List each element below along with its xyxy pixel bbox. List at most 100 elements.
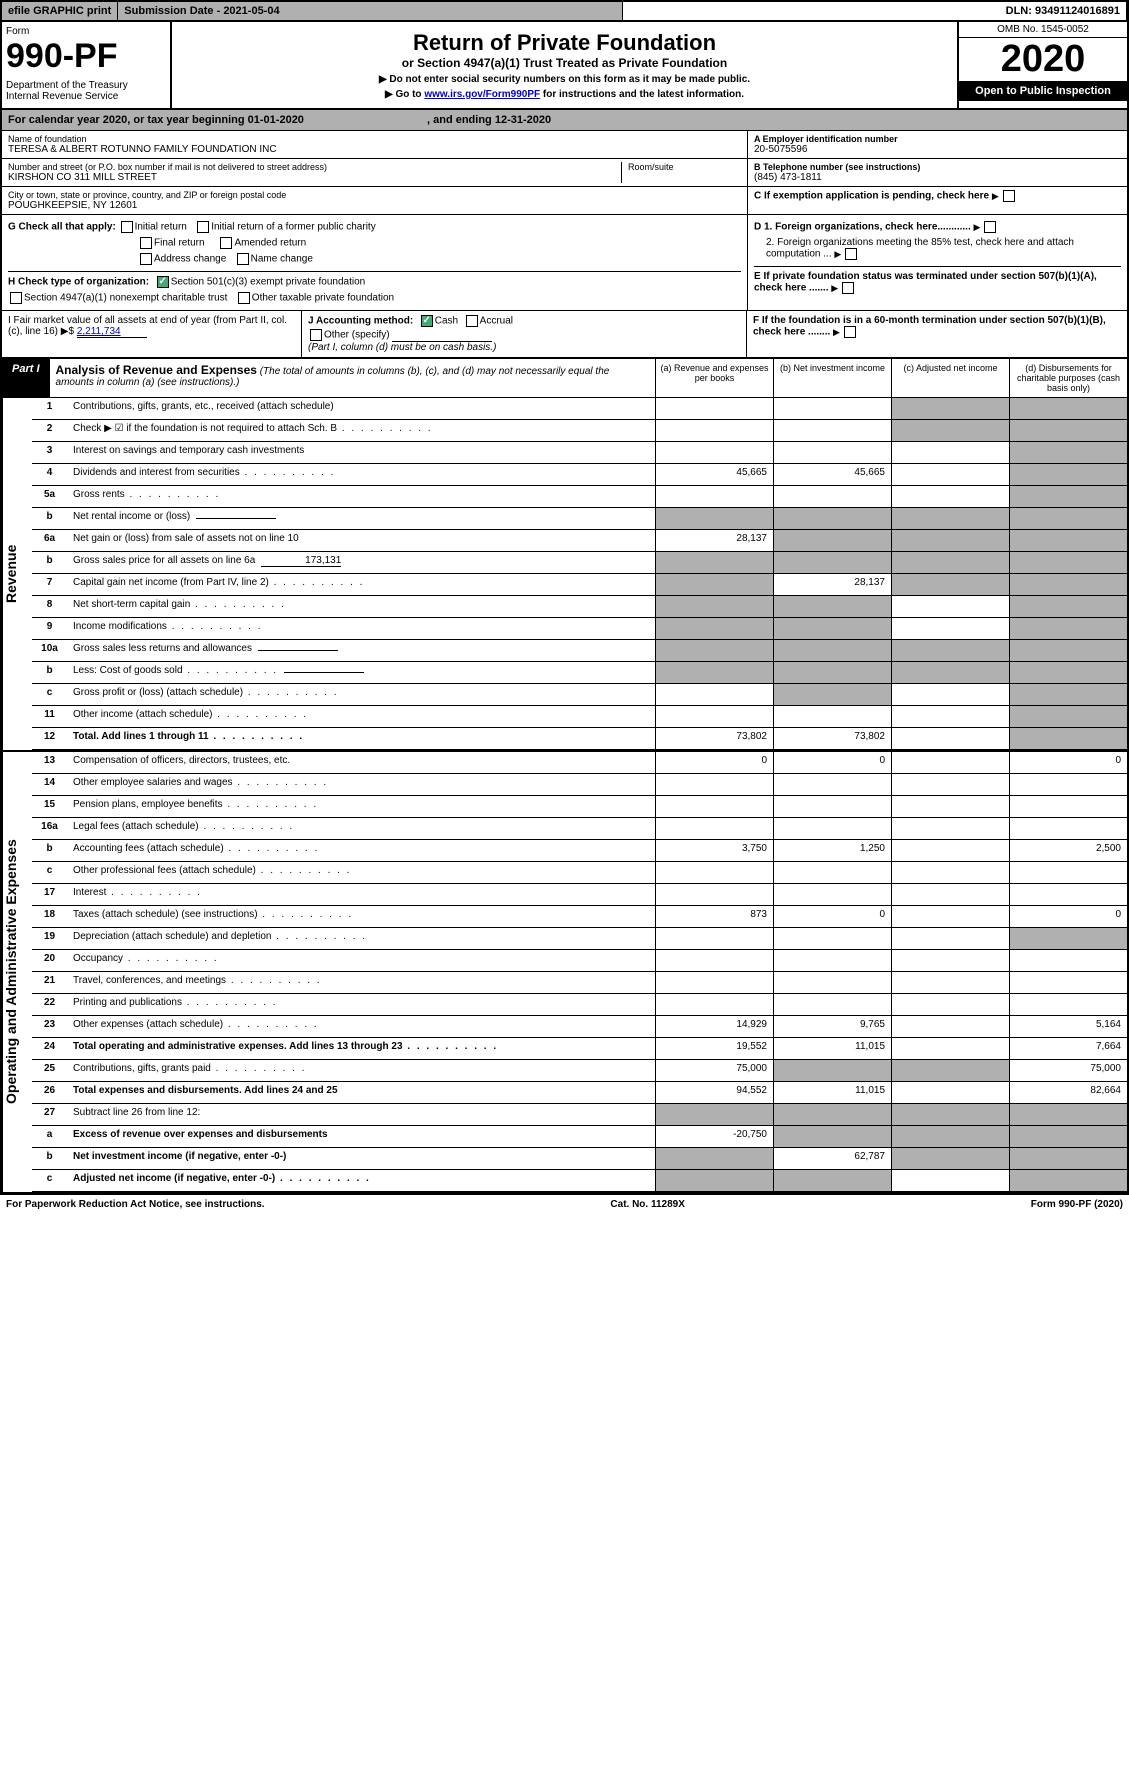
chk-initial[interactable] xyxy=(121,221,133,233)
cell-col-dd xyxy=(1009,420,1127,441)
lbl-name-change: Name change xyxy=(251,254,313,265)
h-label: H Check type of organization: xyxy=(8,277,149,288)
row-description: Other employee salaries and wages xyxy=(67,774,655,795)
chk-f[interactable] xyxy=(844,326,856,338)
table-row: bNet rental income or (loss) xyxy=(32,508,1127,530)
cell-col-b xyxy=(773,928,891,949)
foundation-name: TERESA & ALBERT ROTUNNO FAMILY FOUNDATIO… xyxy=(8,144,741,155)
chk-other-acct[interactable] xyxy=(310,329,322,341)
row-number: 25 xyxy=(32,1060,67,1081)
row-number: b xyxy=(32,1148,67,1169)
table-row: 20Occupancy xyxy=(32,950,1127,972)
row-description: Net short-term capital gain xyxy=(67,596,655,617)
chk-cash[interactable] xyxy=(421,315,433,327)
chk-501c3[interactable] xyxy=(157,276,169,288)
cell-col-b xyxy=(773,1170,891,1191)
row-description: Dividends and interest from securities xyxy=(67,464,655,485)
row-description: Gross profit or (loss) (attach schedule) xyxy=(67,684,655,705)
cell-col-c xyxy=(891,684,1009,705)
addr-label: Number and street (or P.O. box number if… xyxy=(8,162,621,172)
row-number: 4 xyxy=(32,464,67,485)
row-description: Travel, conferences, and meetings xyxy=(67,972,655,993)
cell-col-a xyxy=(655,596,773,617)
cell-col-dd xyxy=(1009,552,1127,573)
cell-col-c xyxy=(891,994,1009,1015)
cal-year-end: 12-31-2020 xyxy=(495,114,551,126)
row-description: Gross sales price for all assets on line… xyxy=(67,552,655,573)
row-number: 9 xyxy=(32,618,67,639)
cell-col-b xyxy=(773,486,891,507)
row-number: c xyxy=(32,1170,67,1191)
phone-label: B Telephone number (see instructions) xyxy=(754,162,1121,172)
cell-col-a xyxy=(655,552,773,573)
cell-col-dd xyxy=(1009,796,1127,817)
row-description: Accounting fees (attach schedule) xyxy=(67,840,655,861)
cell-col-dd xyxy=(1009,464,1127,485)
cell-col-c xyxy=(891,1104,1009,1125)
cell-col-b xyxy=(773,1060,891,1081)
cell-col-a xyxy=(655,640,773,661)
c-checkbox[interactable] xyxy=(1003,190,1015,202)
cell-col-a xyxy=(655,884,773,905)
chk-name-change[interactable] xyxy=(237,253,249,265)
row-description: Depreciation (attach schedule) and deple… xyxy=(67,928,655,949)
row-number: b xyxy=(32,662,67,683)
chk-4947[interactable] xyxy=(10,292,22,304)
table-row: 4Dividends and interest from securities4… xyxy=(32,464,1127,486)
chk-d1[interactable] xyxy=(984,221,996,233)
cell-col-a xyxy=(655,950,773,971)
cell-col-c xyxy=(891,442,1009,463)
cell-col-dd xyxy=(1009,684,1127,705)
table-row: 27Subtract line 26 from line 12: xyxy=(32,1104,1127,1126)
table-row: 13Compensation of officers, directors, t… xyxy=(32,752,1127,774)
cell-col-a xyxy=(655,818,773,839)
table-row: cAdjusted net income (if negative, enter… xyxy=(32,1170,1127,1192)
row-number: 20 xyxy=(32,950,67,971)
row-description: Excess of revenue over expenses and disb… xyxy=(67,1126,655,1147)
cell-col-a xyxy=(655,774,773,795)
row-number: 19 xyxy=(32,928,67,949)
form-link[interactable]: www.irs.gov/Form990PF xyxy=(424,89,540,100)
cell-col-c xyxy=(891,552,1009,573)
chk-initial-former[interactable] xyxy=(197,221,209,233)
lbl-other-acct: Other (specify) xyxy=(324,330,390,341)
row-number: 27 xyxy=(32,1104,67,1125)
cell-col-b xyxy=(773,884,891,905)
chk-final[interactable] xyxy=(140,237,152,249)
cell-col-dd xyxy=(1009,486,1127,507)
chk-other-tax[interactable] xyxy=(238,292,250,304)
cell-col-b xyxy=(773,796,891,817)
chk-amended[interactable] xyxy=(220,237,232,249)
chk-addr-change[interactable] xyxy=(140,253,152,265)
chk-e[interactable] xyxy=(842,282,854,294)
table-row: 11Other income (attach schedule) xyxy=(32,706,1127,728)
cell-col-dd: 75,000 xyxy=(1009,1060,1127,1081)
cell-col-dd: 2,500 xyxy=(1009,840,1127,861)
cell-col-a xyxy=(655,618,773,639)
cell-col-dd xyxy=(1009,862,1127,883)
row-description: Total. Add lines 1 through 11 xyxy=(67,728,655,749)
row-description: Legal fees (attach schedule) xyxy=(67,818,655,839)
cell-col-a xyxy=(655,420,773,441)
cell-col-c xyxy=(891,796,1009,817)
cell-col-a: 873 xyxy=(655,906,773,927)
cell-col-a: 19,552 xyxy=(655,1038,773,1059)
cell-col-c xyxy=(891,884,1009,905)
lbl-accrual: Accrual xyxy=(480,316,513,327)
cal-year-pre: For calendar year 2020, or tax year begi… xyxy=(8,114,248,126)
lbl-cash: Cash xyxy=(435,316,458,327)
cell-col-c xyxy=(891,596,1009,617)
chk-d2[interactable] xyxy=(845,248,857,260)
f-label: F If the foundation is in a 60-month ter… xyxy=(753,315,1106,338)
cell-col-dd xyxy=(1009,728,1127,749)
col-c-header: (c) Adjusted net income xyxy=(891,359,1009,397)
cell-col-a xyxy=(655,684,773,705)
cell-col-dd xyxy=(1009,994,1127,1015)
cell-col-a xyxy=(655,862,773,883)
chk-accrual[interactable] xyxy=(466,315,478,327)
cell-col-c xyxy=(891,1038,1009,1059)
cell-col-b xyxy=(773,972,891,993)
j-label: J Accounting method: xyxy=(308,316,413,327)
table-row: 5aGross rents xyxy=(32,486,1127,508)
cell-col-c xyxy=(891,1016,1009,1037)
